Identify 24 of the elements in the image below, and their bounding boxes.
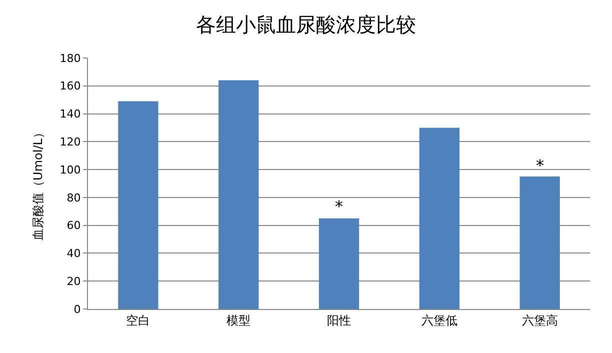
x-tick-label: 六堡高: [522, 313, 558, 328]
y-tick-label: 40: [66, 247, 81, 260]
bar: [118, 101, 158, 309]
bar: [419, 128, 460, 309]
x-tick-label: 模型: [226, 313, 251, 328]
y-tick-label: 140: [60, 108, 81, 121]
x-tick-label: 阳性: [327, 313, 351, 328]
bar: [318, 218, 360, 309]
y-tick-label: 60: [66, 219, 81, 232]
chart-title: 各组小鼠血尿酸浓度比较: [196, 12, 416, 37]
y-tick-label: 120: [60, 136, 81, 149]
annotation: *: [335, 197, 343, 216]
y-axis-title: 血尿酸值（Umol/L）: [31, 126, 46, 240]
y-tick-label: 20: [66, 274, 81, 288]
y-tick-label: 160: [60, 80, 81, 93]
bar: [520, 176, 560, 309]
x-tick-label: 空白: [126, 313, 150, 328]
y-tick-label: 100: [60, 163, 81, 176]
bar: [218, 80, 259, 309]
y-tick-label: 180: [60, 52, 81, 65]
x-tick-label: 六堡低: [421, 313, 458, 328]
y-tick-label: 80: [66, 191, 81, 204]
y-tick-label: 0: [74, 302, 81, 316]
annotation: *: [536, 156, 544, 175]
